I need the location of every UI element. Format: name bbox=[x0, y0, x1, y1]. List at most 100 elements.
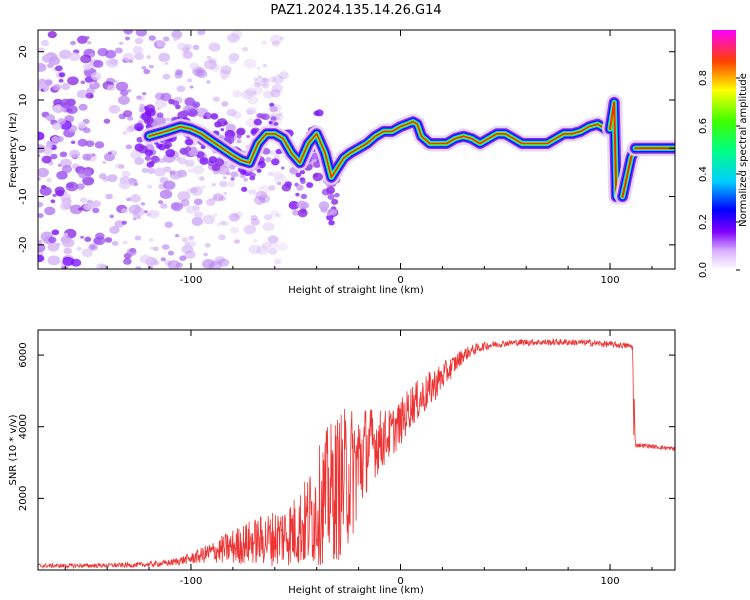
noise-blob bbox=[84, 236, 92, 242]
noise-blob bbox=[189, 62, 200, 70]
noise-blob bbox=[278, 71, 289, 80]
noise-blob bbox=[93, 59, 104, 68]
ridge-scatter-blob bbox=[291, 209, 300, 216]
noise-blob bbox=[279, 36, 284, 40]
ridge-scatter-blob bbox=[199, 157, 209, 165]
noise-blob bbox=[38, 154, 41, 158]
ridge-scatter-blob bbox=[243, 177, 248, 182]
ridge-scatter-blob bbox=[191, 146, 197, 151]
noise-blob bbox=[96, 263, 106, 269]
noise-blob bbox=[115, 81, 129, 92]
noise-blob bbox=[102, 160, 107, 164]
ridge-core bbox=[609, 101, 618, 198]
noise-blob bbox=[163, 36, 170, 42]
snr-y-tick-label: 4000 bbox=[18, 414, 29, 439]
snr-x-tick-label: -100 bbox=[180, 576, 203, 587]
noise-blob bbox=[160, 92, 172, 102]
noise-blob bbox=[256, 202, 262, 206]
noise-blob bbox=[91, 153, 96, 157]
noise-blob bbox=[52, 193, 57, 198]
noise-blob bbox=[187, 240, 197, 248]
noise-blob bbox=[87, 78, 92, 83]
noise-blob bbox=[220, 65, 232, 75]
noise-blob bbox=[123, 110, 133, 118]
noise-blob bbox=[87, 41, 92, 45]
noise-blob bbox=[157, 200, 164, 205]
noise-blob bbox=[109, 214, 114, 219]
noise-blob bbox=[59, 151, 68, 158]
noise-blob bbox=[258, 194, 271, 204]
noise-blob bbox=[276, 242, 288, 252]
noise-blob bbox=[158, 52, 171, 62]
ridge-core bbox=[148, 120, 611, 179]
noise-blob bbox=[121, 220, 127, 225]
colorbar-tick-label: 0.4 bbox=[698, 166, 709, 182]
noise-blob bbox=[203, 252, 208, 257]
noise-blob bbox=[132, 213, 139, 218]
noise-blob bbox=[196, 69, 208, 79]
spectral-ridge bbox=[141, 94, 675, 205]
spectrogram-x-tick-label: 0 bbox=[397, 275, 403, 286]
noise-blob bbox=[68, 52, 81, 62]
noise-blob bbox=[192, 165, 205, 175]
noise-blob bbox=[253, 195, 266, 205]
noise-blob bbox=[108, 104, 121, 114]
noise-blob bbox=[189, 85, 194, 89]
noise-blob bbox=[253, 81, 261, 88]
noise-blob bbox=[148, 266, 153, 269]
ridge-scatter-blob bbox=[281, 183, 292, 192]
noise-blob bbox=[44, 206, 56, 216]
noise-blob bbox=[159, 189, 173, 199]
noise-blob bbox=[136, 215, 142, 220]
noise-blob bbox=[76, 35, 88, 44]
noise-blob bbox=[122, 130, 128, 135]
noise-blob bbox=[148, 35, 156, 41]
ridge-scatter-blob bbox=[138, 107, 145, 113]
noise-blob bbox=[67, 76, 79, 86]
noise-blob bbox=[258, 185, 271, 195]
noise-blob bbox=[107, 151, 112, 155]
noise-blob bbox=[180, 199, 190, 207]
noise-blob bbox=[177, 191, 191, 202]
ridge-scatter-blob bbox=[188, 148, 199, 157]
noise-blob bbox=[114, 220, 125, 228]
ridge-scatter-blob bbox=[236, 127, 246, 136]
colorbar-label: Normalized spectral amplitude bbox=[738, 73, 749, 227]
noise-blob bbox=[164, 221, 173, 228]
ridge-scatter-blob bbox=[164, 141, 173, 148]
ridge-scatter-blob bbox=[145, 108, 156, 117]
ridge-scatter-blob bbox=[230, 177, 235, 181]
noise-blob bbox=[270, 34, 283, 45]
snr-y-tick-label: 2000 bbox=[18, 486, 29, 511]
ridge-scatter-blob bbox=[168, 98, 175, 105]
ridge-scatter-blob bbox=[184, 146, 192, 152]
noise-blob bbox=[118, 180, 131, 190]
noise-blob bbox=[46, 178, 52, 183]
noise-blob bbox=[218, 234, 226, 241]
noise-blob bbox=[57, 118, 66, 125]
noise-blob bbox=[107, 174, 118, 183]
noise-blob bbox=[226, 108, 237, 117]
noise-blob bbox=[58, 72, 66, 78]
noise-blob bbox=[250, 218, 260, 226]
noise-blob bbox=[134, 157, 145, 165]
ridge-scatter-blob bbox=[240, 169, 247, 175]
noise-blob bbox=[273, 174, 287, 185]
noise-blobs bbox=[38, 30, 341, 269]
noise-blob bbox=[127, 116, 134, 121]
noise-blob bbox=[216, 222, 221, 227]
noise-blob bbox=[85, 140, 95, 148]
ridge-scatter-blob bbox=[300, 193, 308, 200]
noise-blob bbox=[221, 75, 227, 81]
snr-x-tick-label: 0 bbox=[397, 576, 403, 587]
noise-blob bbox=[40, 184, 47, 190]
noise-blob bbox=[267, 235, 279, 244]
ridge-scatter-blob bbox=[165, 148, 176, 158]
noise-blob bbox=[121, 170, 131, 178]
noise-blob bbox=[65, 181, 79, 192]
ridge-scatter-blob bbox=[299, 169, 306, 175]
ridge-scatter-blob bbox=[143, 116, 154, 125]
noise-blob bbox=[212, 96, 220, 102]
noise-blob bbox=[59, 202, 70, 211]
noise-blob bbox=[230, 37, 236, 42]
